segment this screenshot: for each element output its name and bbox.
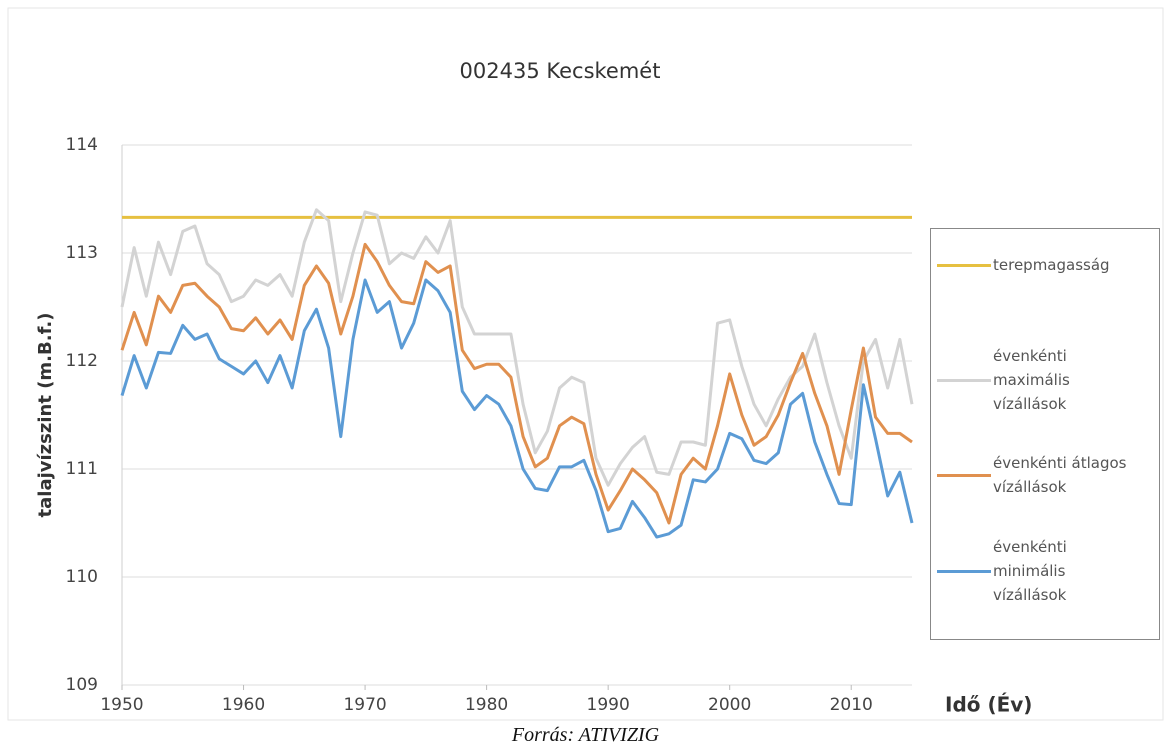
legend-label: évenkénti maximális vízállások xyxy=(993,347,1070,413)
x-tick-label: 1970 xyxy=(343,695,386,715)
y-tick-label: 111 xyxy=(66,459,98,479)
legend-entry: évenkénti minimális vízállások xyxy=(937,535,1103,607)
series-line xyxy=(120,278,914,539)
x-tick-label: 2010 xyxy=(830,695,873,715)
x-tick-label: 1960 xyxy=(222,695,265,715)
x-axis-label: Idő (Év) xyxy=(945,693,1032,717)
legend-entry: évenkénti maximális vízállások xyxy=(937,344,1103,416)
chart-border xyxy=(7,7,1164,721)
legend-label: évenkénti átlagos vízállások xyxy=(993,454,1127,496)
x-tick-label: 1950 xyxy=(100,695,143,715)
legend-entry: évenkénti átlagos vízállások xyxy=(937,451,1161,499)
y-tick-label: 110 xyxy=(66,567,98,587)
x-tick-label: 1990 xyxy=(587,695,630,715)
chart-title: 002435 Kecskemét xyxy=(460,59,661,83)
legend-swatch xyxy=(937,473,991,477)
legend-label: évenkénti minimális vízállások xyxy=(993,538,1067,604)
legend-swatch xyxy=(937,263,991,267)
series-line xyxy=(120,242,913,525)
legend-label: terepmagasság xyxy=(993,256,1110,274)
y-axis-label: talajvízszint (m.B.f.) xyxy=(35,313,56,518)
series-line xyxy=(120,208,914,487)
x-tick-label: 2000 xyxy=(708,695,751,715)
caption: Forrás: ATIVIZIG xyxy=(511,724,660,746)
y-tick-label: 114 xyxy=(66,135,98,155)
legend-entry: terepmagasság xyxy=(937,253,1158,277)
y-tick-label: 109 xyxy=(66,675,98,695)
legend-swatch xyxy=(937,378,991,382)
legend: terepmagasság évenkénti maximális vízállá… xyxy=(930,228,1160,640)
y-tick-label: 113 xyxy=(66,243,98,263)
legend-swatch xyxy=(937,569,991,573)
y-tick-label: 112 xyxy=(66,351,98,371)
x-tick-label: 1980 xyxy=(465,695,508,715)
